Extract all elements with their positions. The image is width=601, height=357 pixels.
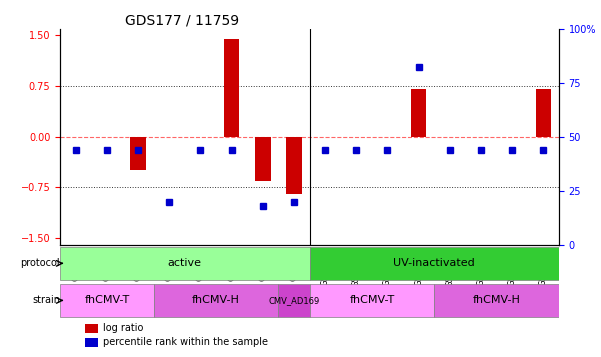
Bar [85, 337, 97, 347]
Text: CMV_AD169: CMV_AD169 [268, 296, 320, 305]
FancyBboxPatch shape [60, 284, 154, 317]
FancyBboxPatch shape [278, 284, 310, 317]
Text: active: active [168, 258, 202, 268]
Bar [286, 137, 302, 194]
Bar [224, 39, 239, 137]
FancyBboxPatch shape [154, 284, 278, 317]
FancyBboxPatch shape [434, 284, 559, 317]
Text: fhCMV-T: fhCMV-T [84, 296, 129, 306]
Bar [535, 89, 551, 137]
Text: fhCMV-H: fhCMV-H [192, 296, 240, 306]
Text: log ratio: log ratio [103, 323, 143, 333]
Text: fhCMV-H: fhCMV-H [472, 296, 520, 306]
Bar [255, 137, 270, 181]
Text: UV-inactivated: UV-inactivated [393, 258, 475, 268]
FancyBboxPatch shape [310, 247, 559, 280]
Bar [85, 323, 97, 333]
Text: fhCMV-T: fhCMV-T [349, 296, 394, 306]
Bar [130, 137, 146, 171]
FancyBboxPatch shape [60, 247, 310, 280]
Text: GDS177 / 11759: GDS177 / 11759 [125, 14, 239, 27]
Bar [411, 89, 427, 137]
Text: percentile rank within the sample: percentile rank within the sample [103, 337, 267, 347]
Text: protocol: protocol [20, 258, 60, 268]
Text: strain: strain [32, 296, 60, 306]
FancyBboxPatch shape [310, 284, 434, 317]
